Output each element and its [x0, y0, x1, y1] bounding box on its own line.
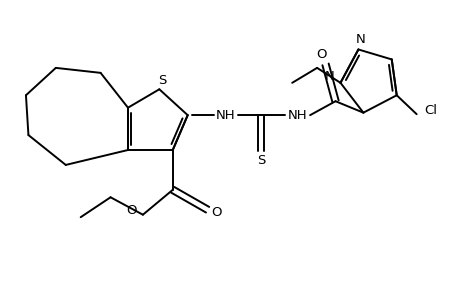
Text: S: S	[157, 74, 166, 87]
Text: O: O	[126, 204, 137, 217]
Text: N: N	[324, 70, 334, 83]
Text: O: O	[316, 48, 326, 61]
Text: S: S	[256, 154, 264, 167]
Text: NH: NH	[287, 109, 306, 122]
Text: N: N	[355, 33, 365, 46]
Text: O: O	[211, 206, 221, 219]
Text: Cl: Cl	[423, 104, 436, 117]
Text: NH: NH	[216, 109, 235, 122]
